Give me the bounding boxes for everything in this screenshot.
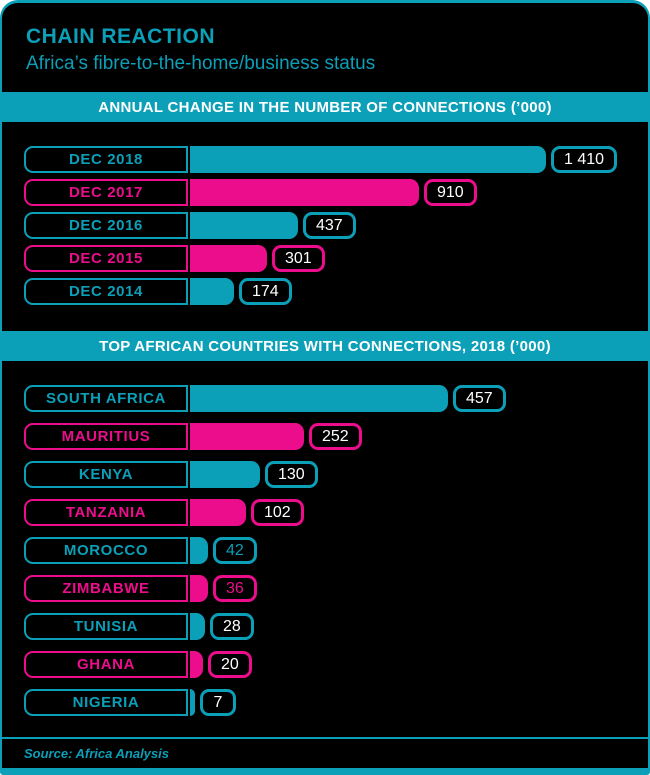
chart-row: DEC 2016 437	[24, 212, 648, 239]
bar	[190, 278, 234, 305]
row-label: DEC 2018	[24, 146, 188, 173]
chart-top-countries: SOUTH AFRICA 457 MAURITIUS 252 KENYA 130 TANZA…	[24, 385, 648, 716]
chart-row: SOUTH AFRICA 457	[24, 385, 648, 412]
bar	[190, 179, 419, 206]
value-badge: 1 410	[551, 146, 618, 173]
row-label: ZIMBABWE	[24, 575, 188, 602]
section-banner-annual-change: ANNUAL CHANGE IN THE NUMBER OF CONNECTIO…	[2, 92, 648, 122]
value-badge: 130	[265, 461, 318, 488]
bar	[190, 499, 246, 526]
value-badge: 7	[200, 689, 236, 716]
value-badge: 252	[309, 423, 362, 450]
chart-row: TANZANIA 102	[24, 499, 648, 526]
bar	[190, 146, 546, 173]
value-badge: 36	[213, 575, 257, 602]
row-label: DEC 2014	[24, 278, 188, 305]
chart-row: GHANA 20	[24, 651, 648, 678]
row-label: SOUTH AFRICA	[24, 385, 188, 412]
bar	[190, 537, 208, 564]
bar	[190, 385, 448, 412]
row-label: DEC 2015	[24, 245, 188, 272]
value-badge: 28	[210, 613, 254, 640]
value-badge: 301	[272, 245, 325, 272]
row-label: TANZANIA	[24, 499, 188, 526]
value-badge: 102	[251, 499, 304, 526]
row-label: DEC 2016	[24, 212, 188, 239]
row-label: DEC 2017	[24, 179, 188, 206]
chart-row: KENYA 130	[24, 461, 648, 488]
header: CHAIN REACTION Africa’s fibre-to-the-hom…	[2, 3, 648, 92]
row-label: GHANA	[24, 651, 188, 678]
source-note: Source: Africa Analysis	[24, 746, 169, 761]
chart-annual-change: DEC 2018 1 410 DEC 2017 910 DEC 2016 437 DEC 2…	[24, 146, 648, 305]
bar	[190, 613, 205, 640]
chart-row: DEC 2014 174	[24, 278, 648, 305]
value-badge: 910	[424, 179, 477, 206]
chart-row: NIGERIA 7	[24, 689, 648, 716]
page-subtitle: Africa’s fibre-to-the-home/business stat…	[26, 53, 376, 74]
value-badge: 20	[208, 651, 252, 678]
bar	[190, 689, 195, 716]
value-badge: 174	[239, 278, 292, 305]
footer-divider	[2, 737, 648, 739]
chart-row: TUNISIA 28	[24, 613, 648, 640]
chart-row: ZIMBABWE 36	[24, 575, 648, 602]
chart-row: MOROCCO 42	[24, 537, 648, 564]
row-label: NIGERIA	[24, 689, 188, 716]
bar	[190, 423, 304, 450]
bar	[190, 245, 267, 272]
chart-row: MAURITIUS 252	[24, 423, 648, 450]
bar	[190, 575, 208, 602]
chart-row: DEC 2015 301	[24, 245, 648, 272]
page-title: CHAIN REACTION	[26, 25, 215, 48]
bar	[190, 651, 203, 678]
value-badge: 437	[303, 212, 356, 239]
row-label: TUNISIA	[24, 613, 188, 640]
row-label: MAURITIUS	[24, 423, 188, 450]
bar	[190, 212, 298, 239]
value-badge: 42	[213, 537, 257, 564]
row-label: MOROCCO	[24, 537, 188, 564]
chart-row: DEC 2017 910	[24, 179, 648, 206]
row-label: KENYA	[24, 461, 188, 488]
value-badge: 457	[453, 385, 506, 412]
section-banner-top-countries: TOP AFRICAN COUNTRIES WITH CONNECTIONS, …	[2, 331, 648, 361]
chart-row: DEC 2018 1 410	[24, 146, 648, 173]
bar	[190, 461, 260, 488]
